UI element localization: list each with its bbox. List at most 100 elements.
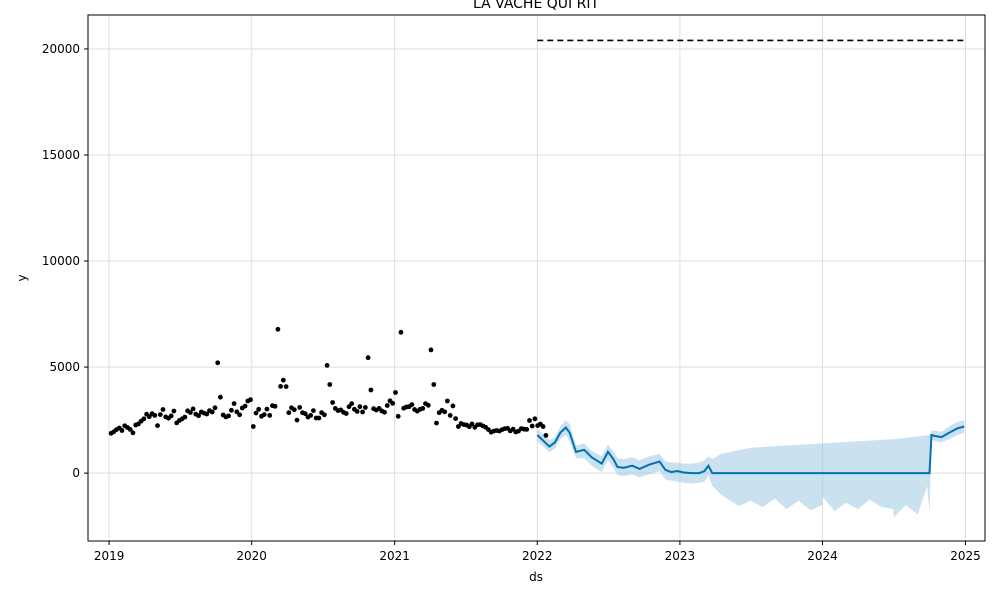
observed-point [398,329,404,335]
observed-point [420,406,426,411]
observed-point [226,413,232,419]
observed-point [543,433,549,438]
forecast-series-line [536,425,965,475]
grid-lines [88,15,985,541]
observed-point [308,413,314,418]
observed-point [212,405,218,411]
observed-points [108,326,549,438]
observed-point [127,427,133,432]
observed-point [540,424,546,429]
observed-point [278,384,283,389]
observed-point [256,406,262,412]
observed-point [253,410,259,416]
observed-point [311,408,316,413]
observed-point [229,407,234,413]
observed-point [141,416,147,422]
observed-point [354,409,360,414]
observed-point [368,387,374,393]
observed-point [261,412,267,417]
observed-point [327,382,333,387]
observed-point [447,413,453,418]
y-tick-label: 10000 [42,254,80,268]
observed-point [434,420,439,426]
observed-point [119,428,125,433]
chart-title: LA VACHE QUI RIT [473,0,599,12]
y-axis-label: y [15,274,29,281]
observed-point [248,397,253,403]
y-tick-label: 5000 [49,360,80,374]
y-axis: 0 5000 10000 15000 20000 [42,42,88,480]
observed-point [302,411,308,417]
y-tick-label: 0 [72,466,80,480]
observed-point [445,398,450,404]
x-tick-label: 2021 [379,549,410,563]
observed-point [146,414,152,420]
observed-point [237,412,243,418]
x-tick-label: 2022 [522,549,553,563]
observed-point [349,401,355,406]
observed-point [324,363,330,368]
observed-point [152,413,158,418]
x-tick-label: 2019 [94,549,125,563]
observed-point [360,409,365,415]
observed-point [428,347,434,353]
observed-point [450,403,456,409]
observed-point [382,409,387,415]
observed-point [168,413,174,419]
y-tick-label: 15000 [42,148,80,162]
observed-point [209,409,215,415]
observed-point [322,412,327,418]
x-tick-label: 2020 [236,549,267,563]
observed-point [357,404,363,410]
x-tick-label: 2024 [807,549,838,563]
observed-point [469,421,475,427]
observed-point [431,382,437,387]
observed-point [390,400,396,406]
observed-point [130,430,136,436]
observed-point [264,406,270,412]
observed-point [157,412,163,417]
plot-frame [87,14,986,542]
observed-point [171,408,177,414]
observed-point [425,402,431,408]
observed-point [182,414,188,420]
observed-point [395,413,401,419]
observed-point [453,416,458,421]
observed-point [330,400,335,405]
observed-point [250,424,256,429]
observed-point [272,403,278,409]
observed-point [196,413,202,419]
observed-point [188,410,193,415]
x-axis-label: ds [529,570,543,584]
observed-point [280,377,286,383]
observed-point [316,415,322,421]
x-tick-label: 2025 [950,549,981,563]
uncertainty-band [537,420,965,518]
x-tick-label: 2023 [665,549,696,563]
observed-point [218,394,223,400]
observed-point [409,402,415,407]
observed-point [242,403,248,409]
observed-point [286,410,292,416]
observed-point [275,326,281,332]
observed-point [442,409,448,415]
observed-point [204,411,210,417]
observed-point [532,416,538,422]
observed-point [297,405,303,410]
observed-point [363,405,368,410]
observed-point [160,407,166,412]
observed-point [190,406,196,412]
observed-point [365,355,371,361]
observed-point [346,404,352,410]
observed-point [294,417,300,423]
forecast-band [537,420,965,518]
observed-point [527,418,532,423]
y-tick-label: 20000 [42,42,80,56]
observed-point [393,390,398,395]
observed-point [155,423,160,428]
observed-point [283,384,289,389]
observed-point [234,409,240,415]
observed-point [215,360,221,366]
